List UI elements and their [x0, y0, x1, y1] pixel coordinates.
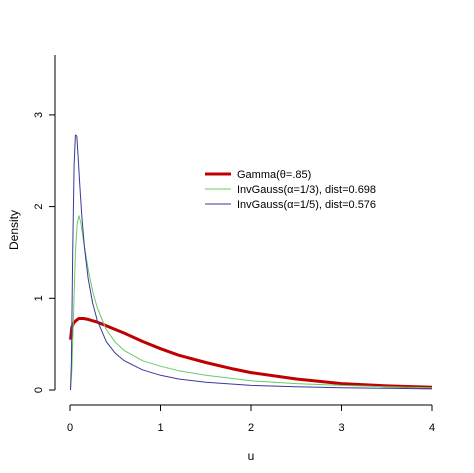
series-line [70, 134, 433, 391]
x-tick-label: 0 [67, 422, 73, 434]
x-axis-title: u [248, 449, 255, 463]
y-tick-label: 3 [33, 112, 45, 118]
legend-label: Gamma(θ=.85) [237, 169, 311, 181]
y-axis-title: Density [7, 210, 21, 250]
legend: Gamma(θ=.85) InvGauss(α=1/3), dist=0.698 I… [205, 169, 376, 211]
y-tick-label: 1 [33, 295, 45, 301]
x-tick-label: 1 [157, 422, 163, 434]
legend-label: InvGauss(α=1/5), dist=0.576 [237, 199, 376, 211]
x-axis-ticks: 0 1 2 3 4 [67, 405, 435, 434]
series-line [70, 215, 433, 391]
x-tick-label: 4 [429, 422, 435, 434]
series-layer [69, 134, 433, 391]
y-tick-label: 2 [33, 204, 45, 210]
y-axis-ticks: 0 1 2 3 [33, 112, 55, 393]
y-tick-label: 0 [33, 387, 45, 393]
x-tick-label: 3 [338, 422, 344, 434]
axes: 0 1 2 3 4 0 1 2 3 [33, 55, 435, 434]
series-line [69, 317, 433, 389]
x-tick-label: 2 [248, 422, 254, 434]
legend-label: InvGauss(α=1/3), dist=0.698 [237, 184, 376, 196]
